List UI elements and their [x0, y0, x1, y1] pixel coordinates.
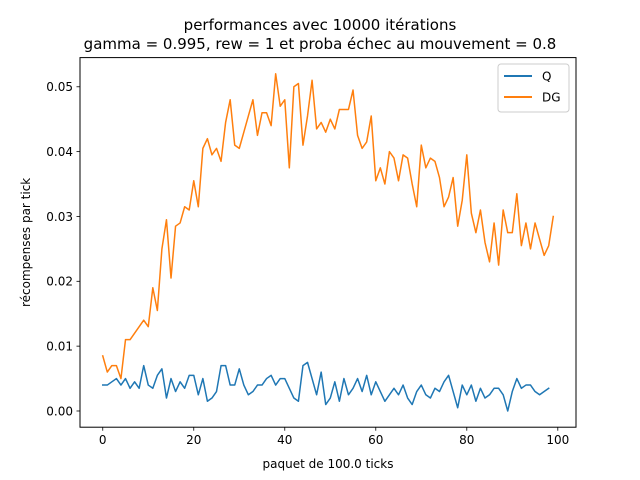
x-tick-label: 40 — [277, 433, 292, 447]
series-layer — [101, 73, 555, 412]
legend-box — [497, 63, 570, 113]
x-tick-label: 0 — [99, 433, 107, 447]
x-tick-label: 20 — [186, 433, 201, 447]
x-axis-label: paquet de 100.0 ticks — [263, 457, 394, 471]
y-tick-label: 0.01 — [46, 339, 73, 353]
x-tick-label: 60 — [368, 433, 383, 447]
y-tick-label: 0.00 — [46, 404, 73, 418]
x-tick-label: 80 — [459, 433, 474, 447]
y-tick-label: 0.02 — [46, 275, 73, 289]
series-line-dg — [101, 73, 555, 380]
y-tick-label: 0.03 — [46, 210, 73, 224]
y-tick-label: 0.05 — [46, 80, 73, 94]
x-tick-label: 100 — [546, 433, 569, 447]
series-line-q — [102, 361, 550, 412]
legend-label-q: Q — [542, 70, 551, 84]
y-tick-label: 0.04 — [46, 145, 73, 159]
y-axis-label: récompenses par tick — [19, 178, 33, 307]
chart-title: performances avec 10000 itérations — [184, 16, 457, 34]
y-axis-ticks: 0.00 0.01 0.02 0.03 0.04 0.05 — [46, 80, 80, 418]
chart-subtitle: gamma = 0.995, rew = 1 et proba échec au… — [84, 35, 557, 53]
legend-label-dg: DG — [542, 91, 561, 105]
plot-frame — [79, 57, 577, 428]
legend: Q DG — [497, 63, 570, 113]
x-axis-ticks: 0 20 40 60 80 100 — [99, 427, 569, 447]
